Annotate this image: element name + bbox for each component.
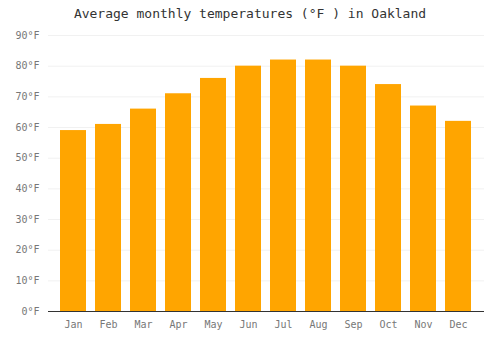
svg-text:Jul: Jul: [274, 319, 292, 330]
svg-text:Sep: Sep: [344, 319, 362, 330]
svg-text:50°F: 50°F: [15, 152, 39, 163]
svg-text:10°F: 10°F: [15, 275, 39, 286]
svg-text:20°F: 20°F: [15, 244, 39, 255]
svg-text:90°F: 90°F: [15, 30, 39, 41]
svg-text:80°F: 80°F: [15, 60, 39, 71]
svg-text:Apr: Apr: [169, 319, 187, 330]
svg-text:Jan: Jan: [64, 319, 82, 330]
svg-text:Oct: Oct: [379, 319, 397, 330]
svg-text:Mar: Mar: [134, 319, 152, 330]
svg-text:Jun: Jun: [239, 319, 257, 330]
svg-text:Feb: Feb: [99, 319, 117, 330]
svg-text:Aug: Aug: [309, 319, 327, 330]
svg-text:0°F: 0°F: [21, 306, 39, 317]
svg-text:60°F: 60°F: [15, 122, 39, 133]
svg-text:40°F: 40°F: [15, 183, 39, 194]
html-text:Average monthly temperatures (: Average monthly temperatures (°F ) in Oa…: [73, 6, 427, 21]
svg-text:Dec: Dec: [449, 319, 467, 330]
svg-text:30°F: 30°F: [15, 214, 39, 225]
svg-text:Nov: Nov: [414, 319, 432, 330]
svg-text:May: May: [204, 319, 222, 330]
svg-text:70°F: 70°F: [15, 91, 39, 102]
